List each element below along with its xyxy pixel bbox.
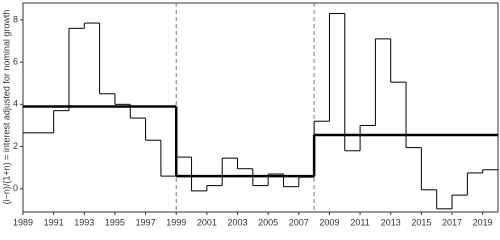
y-axis-label: (i−n)/(1+n) = interest adjusted for nomi… xyxy=(1,10,11,205)
x-tick-label: 1989 xyxy=(13,217,33,227)
x-tick-label: 2007 xyxy=(289,217,309,227)
x-tick-label: 1991 xyxy=(44,217,64,227)
x-tick-label: 2013 xyxy=(381,217,401,227)
y-tick-label: 6 xyxy=(13,56,18,66)
x-tick-label: 2011 xyxy=(350,217,369,227)
x-tick-label: 2017 xyxy=(442,217,462,227)
x-tick-label: 2003 xyxy=(228,217,248,227)
x-tick-label: 2015 xyxy=(411,217,431,227)
chart: (i−n)/(1+n) = interest adjusted for nomi… xyxy=(1,2,499,227)
y-tick-label: 2 xyxy=(13,141,18,151)
x-tick-label: 2001 xyxy=(197,217,217,227)
x-tick-label: 2005 xyxy=(258,217,278,227)
x-tick-label: 1999 xyxy=(166,217,186,227)
x-tick-label: 1995 xyxy=(105,217,125,227)
y-tick-label: 0 xyxy=(13,183,18,193)
y-tick-label: 8 xyxy=(13,14,18,24)
x-tick-label: 2019 xyxy=(473,217,493,227)
x-tick-label: 2009 xyxy=(319,217,339,227)
x-tick-label: 1997 xyxy=(136,217,156,227)
y-tick-label: 4 xyxy=(13,99,18,109)
x-tick-label: 1993 xyxy=(74,217,94,227)
